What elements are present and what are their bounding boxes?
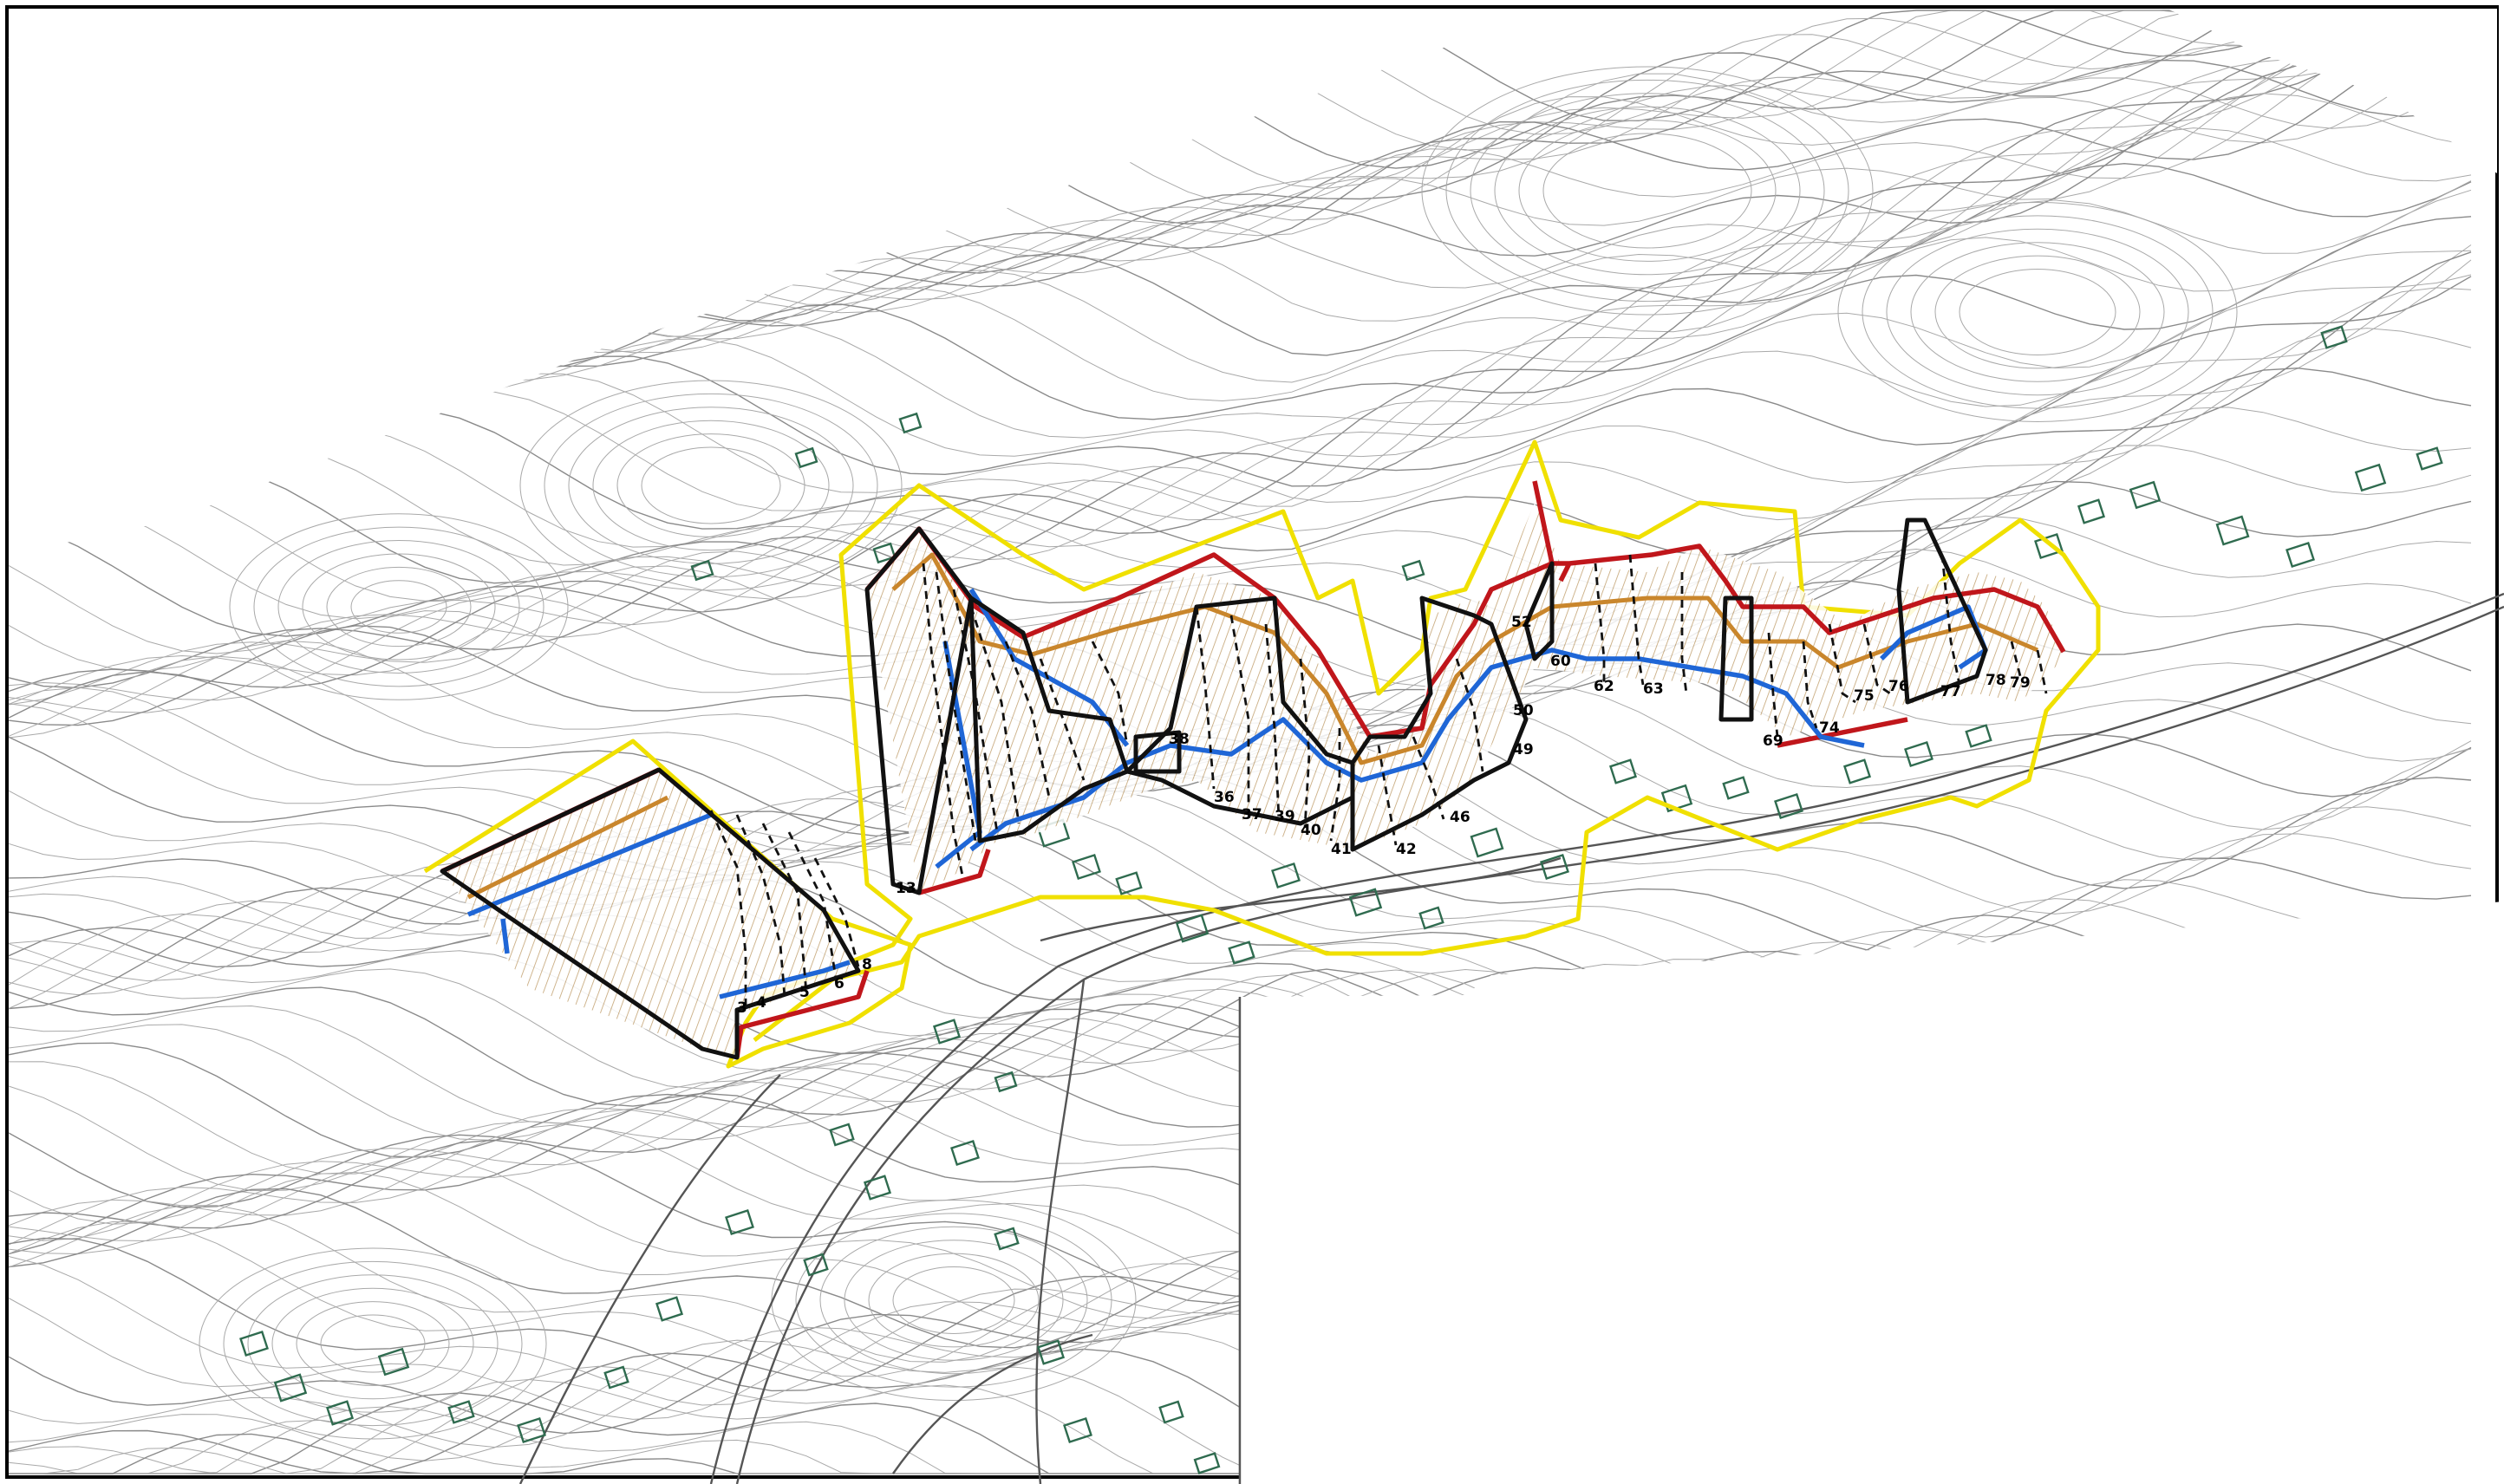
section-label: 49 [1513, 741, 1534, 758]
section-label: 78 [1986, 672, 2006, 689]
section-label: 40 [1301, 822, 1321, 839]
section-label: 52 [1511, 614, 1532, 631]
line-orange [466, 552, 2038, 900]
section-label: 74 [1819, 719, 1840, 737]
section-label: 75 [1854, 687, 1875, 705]
section-label: 77 [1940, 683, 1961, 700]
section-label: 36 [1214, 789, 1235, 806]
section-label: 8 [862, 956, 872, 973]
section-lines [709, 554, 2048, 1006]
section-label: 76 [1888, 678, 1909, 695]
section-label: 62 [1594, 678, 1614, 695]
section-label: 37 [1242, 806, 1262, 823]
section-label: 3 [737, 999, 747, 1017]
section-label: 6 [834, 975, 844, 993]
section-label: 38 [1169, 731, 1190, 748]
section-label: 63 [1643, 680, 1664, 698]
section-label: 60 [1550, 653, 1571, 670]
section-label: 4 [756, 994, 766, 1012]
section-labels: 3 4 5 6 8 13 38 36 37 39 40 41 42 46 49 … [737, 614, 2031, 1017]
section-label: 79 [2010, 674, 2031, 692]
section-label: 13 [896, 880, 916, 897]
section-label: 50 [1513, 702, 1534, 719]
section-label: 42 [1396, 841, 1417, 858]
section-label: 46 [1450, 809, 1470, 826]
section-label: 69 [1763, 732, 1783, 750]
section-label: 5 [799, 984, 810, 1001]
buildings [239, 325, 2443, 1474]
blank-area [1240, 901, 2504, 1484]
section-label: 41 [1331, 841, 1352, 858]
section-label: 39 [1275, 808, 1295, 825]
